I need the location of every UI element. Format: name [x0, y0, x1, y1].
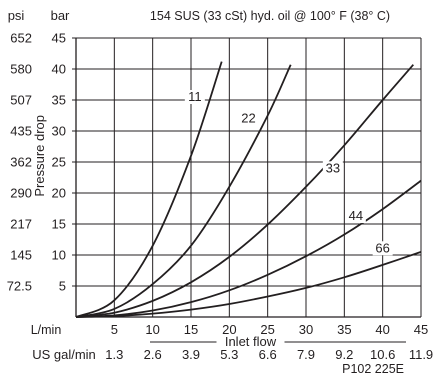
- y-axis-title: Pressure drop: [32, 115, 47, 197]
- x-tick-label: 20: [222, 322, 236, 337]
- y-tick-label: 15: [52, 217, 66, 232]
- x-tick-label: 35: [337, 322, 351, 337]
- x-secondary-tick-label: 10.6: [370, 347, 395, 362]
- y-secondary-tick-label: 290: [10, 186, 32, 201]
- series-label-66: 66: [375, 240, 389, 255]
- grid: [75, 37, 422, 318]
- x-secondary-tick-label: 6.6: [259, 347, 277, 362]
- series-label-22: 22: [241, 111, 255, 126]
- y-tick-label: 20: [52, 186, 66, 201]
- x-secondary-tick-label: 5.3: [220, 347, 238, 362]
- x-secondary-tick-label: 9.2: [335, 347, 353, 362]
- y-tick-label: 30: [52, 124, 66, 139]
- x-tick-label: 10: [145, 322, 159, 337]
- x-tick-label: 40: [375, 322, 389, 337]
- series-curve-33: [75, 64, 414, 318]
- series-curve-66: [75, 251, 422, 318]
- y-tick-label: 10: [52, 248, 66, 263]
- x-tick-label: 15: [184, 322, 198, 337]
- x-tick-label: 30: [299, 322, 313, 337]
- y-tick-label: 5: [59, 279, 66, 294]
- y-tick-label: 45: [52, 31, 66, 46]
- series-labels: 11 22 33 44 66: [184, 89, 393, 256]
- series-label-backing-33: [322, 161, 343, 176]
- series-label-11: 11: [188, 89, 202, 104]
- series-label-backing-66: [372, 241, 393, 256]
- x-secondary-tick-label: 7.9: [297, 347, 315, 362]
- series-label-backing-11: [184, 90, 205, 104]
- y-secondary-tick-label: 217: [10, 217, 32, 232]
- x-secondary-tick-label: 1.3: [105, 347, 123, 362]
- figure-code: P102 225E: [342, 362, 404, 376]
- series-curve-22: [75, 64, 292, 318]
- lmin-unit-label: L/min: [31, 323, 62, 337]
- y-secondary-tick-label: 362: [10, 155, 32, 170]
- x-tick-label: 25: [260, 322, 274, 337]
- x-tick-label: 45: [414, 322, 428, 337]
- usgpm-unit-label: US gal/min: [32, 347, 96, 362]
- y-axis-title-backing: [33, 111, 47, 200]
- y-secondary-tick-label: 145: [10, 248, 32, 263]
- y-secondary-tick-label: 652: [10, 31, 32, 46]
- series-label-33: 33: [326, 160, 340, 175]
- x-tick-label: 5: [111, 322, 118, 337]
- chart-title: 154 SUS (33 cSt) hyd. oil @ 100° F (38° …: [150, 9, 390, 23]
- series-curve-44: [75, 179, 422, 318]
- series-curve-11: [75, 61, 223, 318]
- y-tick-label: 25: [52, 155, 66, 170]
- y-secondary-tick-label: 580: [10, 62, 32, 77]
- x-axis-title: Inlet flow: [225, 334, 277, 349]
- tick-labels: 5 10 15 20 25 30 35 40 45 72.5 145 217 290 362 435 507 5…: [7, 31, 433, 363]
- series-label-44: 44: [349, 208, 363, 223]
- x-secondary-tick-label: 11.9: [409, 347, 433, 362]
- y-tick-label: 40: [52, 62, 66, 77]
- series-label-backing-22: [238, 111, 259, 126]
- psi-unit-label: psi: [8, 8, 25, 23]
- series-curves: [75, 61, 422, 318]
- y-secondary-tick-label: 435: [10, 124, 32, 139]
- y-secondary-tick-label: 72.5: [7, 279, 32, 294]
- x-secondary-tick-label: 2.6: [144, 347, 162, 362]
- y-secondary-tick-label: 507: [10, 93, 32, 108]
- series-label-backing-44: [345, 209, 366, 224]
- x-secondary-tick-label: 3.9: [182, 347, 200, 362]
- y-tick-label: 35: [52, 93, 66, 108]
- bar-unit-label: bar: [51, 8, 70, 23]
